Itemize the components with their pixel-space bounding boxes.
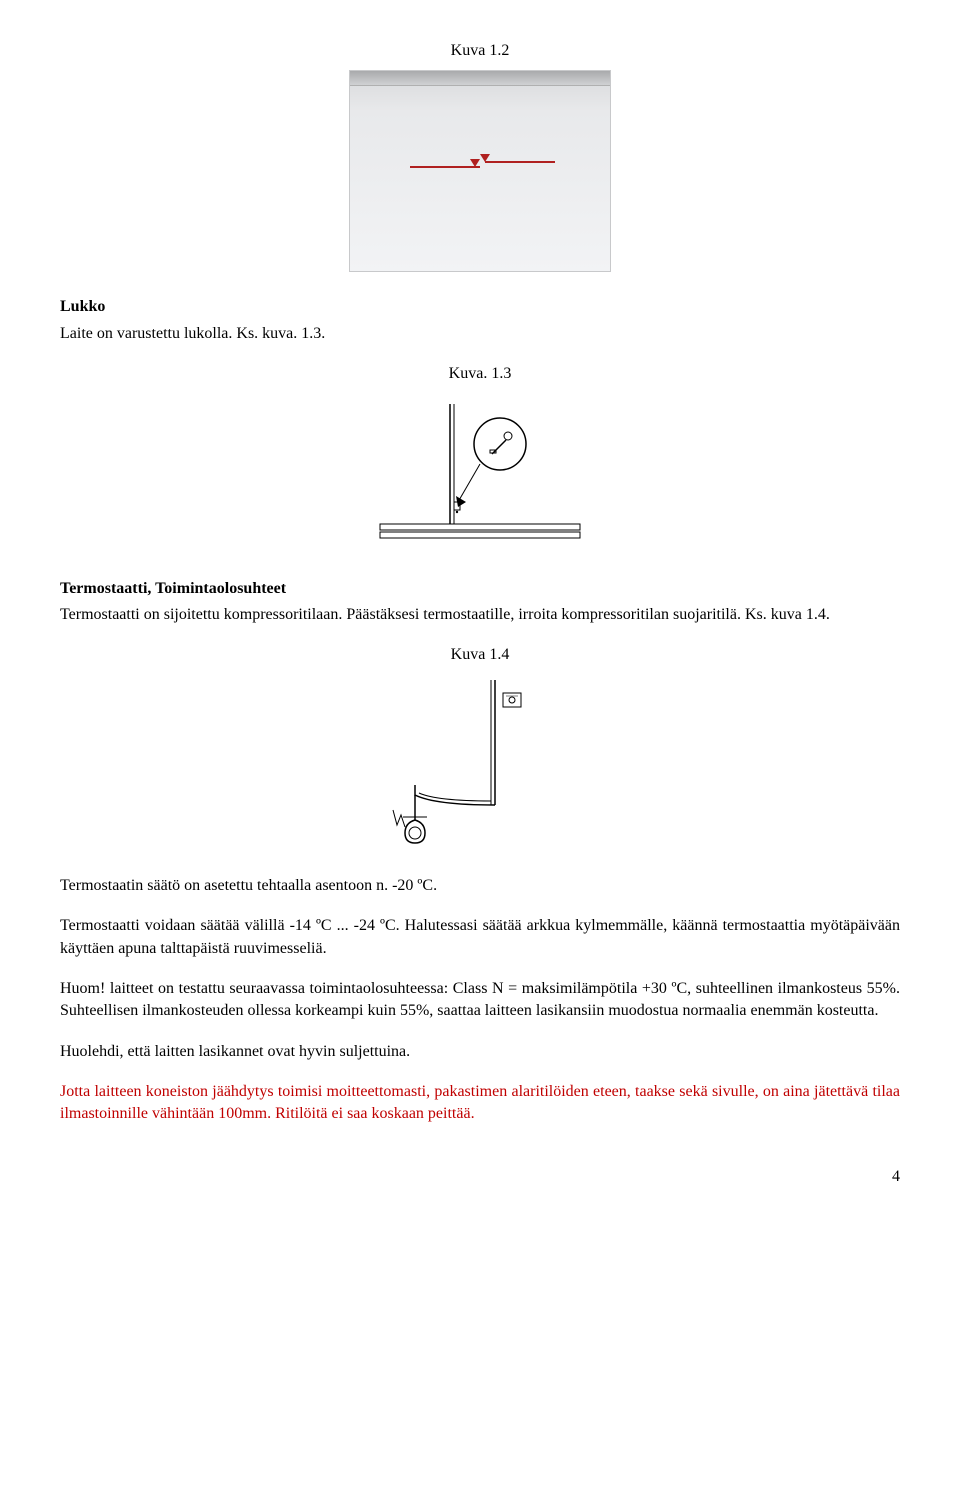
lukko-heading: Lukko [60, 296, 900, 318]
lukko-text: Laite on varustettu lukolla. Ks. kuva. 1… [60, 323, 900, 345]
figure-1-4 [60, 675, 900, 855]
figure-1-4-caption: Kuva 1.4 [60, 644, 900, 666]
figure-1-3-caption: Kuva. 1.3 [60, 363, 900, 385]
figure-1-2 [60, 70, 900, 272]
termostaatti-heading: Termostaatti, Toimintaolosuhteet [60, 578, 900, 600]
termostaatti-p3: Termostaatti voidaan säätää välillä -14 … [60, 915, 900, 960]
termostaatti-p4: Huom! laitteet on testattu seuraavassa t… [60, 978, 900, 1023]
termostaatti-p6-warning: Jotta laitteen koneiston jäähdytys toimi… [60, 1081, 900, 1126]
termostaatti-p2: Termostaatin säätö on asetettu tehtaalla… [60, 875, 900, 897]
page-number: 4 [60, 1166, 900, 1188]
termostaatti-p5: Huolehdi, että laitten lasikannet ovat h… [60, 1041, 900, 1063]
figure-1-3 [60, 394, 900, 554]
figure-1-2-caption: Kuva 1.2 [60, 40, 900, 62]
termostaatti-p1: Termostaatti on sijoitettu kompressoriti… [60, 604, 900, 626]
